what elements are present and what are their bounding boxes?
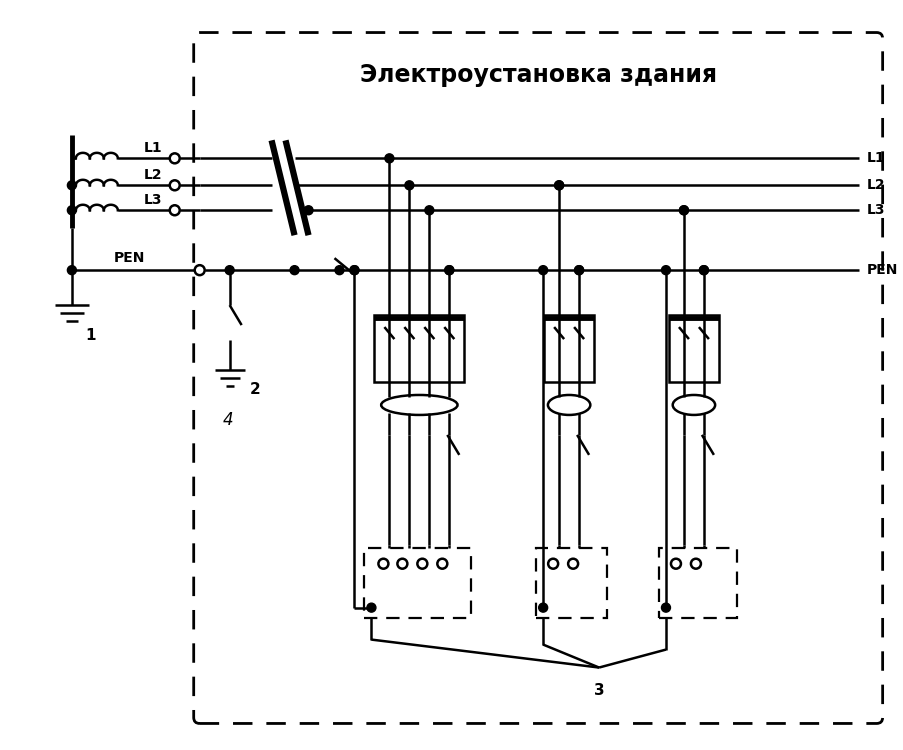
Bar (535, 548, 607, 618)
Circle shape (444, 266, 453, 274)
Circle shape (290, 266, 299, 274)
Circle shape (378, 559, 388, 568)
Circle shape (538, 603, 547, 612)
Text: L3: L3 (144, 194, 162, 207)
Circle shape (225, 266, 234, 274)
Circle shape (170, 153, 180, 164)
Text: L1: L1 (866, 152, 884, 165)
Circle shape (670, 559, 680, 568)
Circle shape (367, 603, 376, 612)
Circle shape (68, 206, 76, 214)
Circle shape (349, 266, 358, 274)
Circle shape (699, 266, 708, 274)
Circle shape (397, 559, 407, 568)
Circle shape (194, 266, 204, 275)
Circle shape (679, 206, 688, 214)
Circle shape (68, 266, 76, 274)
Text: 3: 3 (593, 682, 604, 698)
Circle shape (554, 181, 563, 190)
Text: 2: 2 (249, 382, 260, 398)
Circle shape (170, 206, 180, 215)
Bar (544, 315, 593, 382)
Text: PEN: PEN (866, 263, 897, 278)
Circle shape (335, 266, 343, 274)
Text: 1: 1 (85, 328, 95, 343)
Text: 4: 4 (222, 411, 233, 429)
Circle shape (444, 266, 453, 274)
Circle shape (424, 206, 433, 214)
Circle shape (574, 266, 583, 274)
Circle shape (385, 154, 394, 163)
Text: PEN: PEN (114, 251, 145, 266)
Text: Электроустановка здания: Электроустановка здания (359, 64, 716, 88)
Bar (374, 315, 464, 382)
Circle shape (417, 559, 427, 568)
Circle shape (170, 180, 180, 190)
Circle shape (567, 559, 577, 568)
Circle shape (547, 559, 557, 568)
Circle shape (699, 266, 708, 274)
Circle shape (574, 266, 583, 274)
Text: L3: L3 (866, 203, 884, 217)
Circle shape (538, 266, 547, 274)
Circle shape (405, 181, 414, 190)
Text: L2: L2 (866, 178, 884, 192)
Circle shape (349, 266, 358, 274)
Circle shape (437, 559, 447, 568)
Circle shape (690, 559, 700, 568)
Circle shape (679, 206, 688, 214)
Circle shape (661, 603, 670, 612)
Circle shape (661, 266, 670, 274)
Text: L1: L1 (144, 141, 162, 155)
Bar (364, 548, 470, 618)
Bar (668, 315, 718, 382)
Text: L2: L2 (144, 168, 162, 182)
Circle shape (554, 181, 563, 190)
Circle shape (303, 206, 312, 214)
Bar (658, 548, 736, 618)
Circle shape (68, 181, 76, 190)
